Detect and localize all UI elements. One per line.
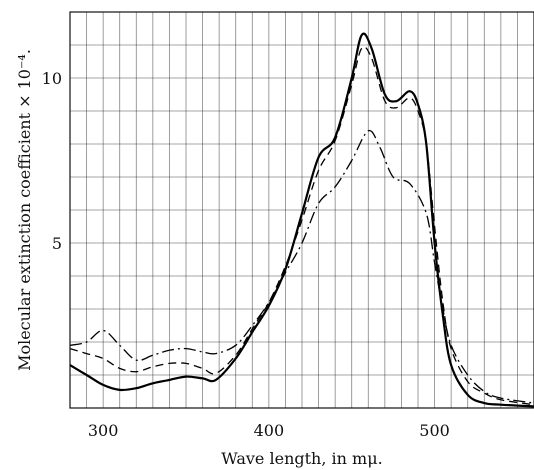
y-tick-label: 5: [52, 234, 62, 253]
plot-frame: [69, 11, 534, 409]
y-axis-label: Molecular extinction coefficient × 10⁻⁴.: [15, 49, 34, 371]
series-layer: [69, 32, 534, 408]
x-tick-label: 400: [254, 421, 285, 440]
series-line-solid: [69, 32, 534, 408]
x-tick-label: 300: [88, 421, 119, 440]
series-line-dashed: [69, 46, 534, 406]
series-line-dash-dot: [69, 129, 534, 404]
tick-labels: 300 400 500 5 10: [42, 69, 450, 440]
y-tick-label: 10: [42, 69, 62, 88]
x-tick-label: 500: [419, 421, 450, 440]
x-axis-label: Wave length, in mμ.: [221, 449, 382, 468]
